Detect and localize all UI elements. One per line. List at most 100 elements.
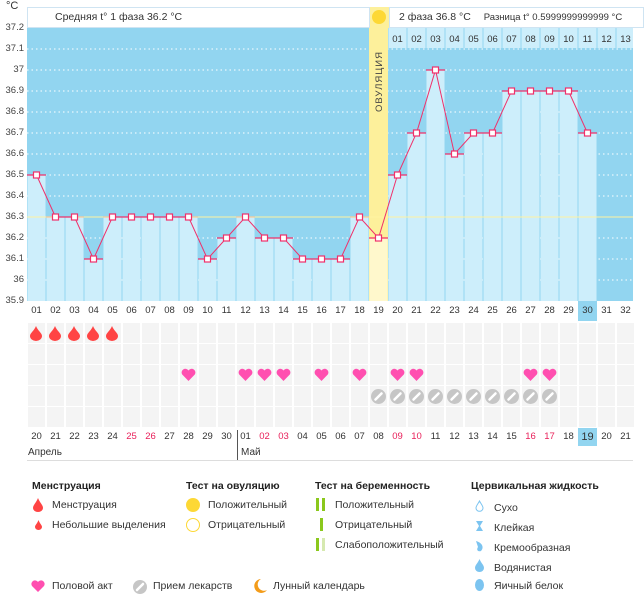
calendar-date[interactable]: 14: [487, 431, 498, 442]
temperature-bar[interactable]: [141, 217, 160, 301]
cycle-day-label[interactable]: 04: [88, 305, 99, 316]
cycle-day-label[interactable]: 05: [107, 305, 118, 316]
temperature-point[interactable]: [184, 213, 193, 221]
temperature-point[interactable]: [317, 255, 326, 263]
symptom-cell[interactable]: [598, 323, 615, 343]
temperature-bar[interactable]: [65, 217, 84, 301]
symptom-cell[interactable]: [142, 407, 159, 427]
calendar-date[interactable]: 10: [411, 431, 422, 442]
symptom-cell[interactable]: [218, 386, 235, 406]
symptom-cell[interactable]: [142, 344, 159, 364]
symptom-cell[interactable]: [579, 323, 596, 343]
cycle-day-label[interactable]: 10: [202, 305, 213, 316]
symptom-cell[interactable]: [484, 407, 501, 427]
symptom-cell[interactable]: [313, 407, 330, 427]
temperature-point[interactable]: [507, 87, 516, 95]
symptom-cell[interactable]: [522, 407, 539, 427]
symptom-cell[interactable]: [332, 365, 349, 385]
temperature-point[interactable]: [222, 234, 231, 242]
calendar-date[interactable]: 12: [449, 431, 460, 442]
symptom-cell[interactable]: [446, 407, 463, 427]
cycle-day-label[interactable]: 24: [468, 305, 479, 316]
symptom-cell[interactable]: [332, 386, 349, 406]
temperature-point[interactable]: [241, 213, 250, 221]
symptom-cell[interactable]: [560, 323, 577, 343]
symptom-cell[interactable]: [370, 365, 387, 385]
symptom-cell[interactable]: [199, 407, 216, 427]
symptom-cell[interactable]: [484, 344, 501, 364]
symptom-cell[interactable]: [351, 407, 368, 427]
temperature-bar[interactable]: [255, 238, 274, 301]
cycle-day-label[interactable]: 01: [31, 305, 42, 316]
symptom-cell[interactable]: [503, 323, 520, 343]
symptom-cell[interactable]: [123, 323, 140, 343]
temperature-point[interactable]: [469, 129, 478, 137]
cycle-day-label[interactable]: 19: [373, 305, 384, 316]
temperature-bar[interactable]: [293, 259, 312, 301]
cycle-day-label[interactable]: 11: [221, 305, 232, 316]
symptom-cell[interactable]: [199, 323, 216, 343]
calendar-date[interactable]: 11: [430, 431, 441, 442]
temperature-point[interactable]: [165, 213, 174, 221]
temperature-bar[interactable]: [502, 91, 521, 301]
symptom-cell[interactable]: [408, 407, 425, 427]
symptom-cell[interactable]: [218, 344, 235, 364]
symptom-cell[interactable]: [256, 323, 273, 343]
temperature-bar[interactable]: [160, 217, 179, 301]
cycle-day-label[interactable]: 15: [297, 305, 308, 316]
symptom-cell[interactable]: [104, 365, 121, 385]
symptom-cell[interactable]: [85, 407, 102, 427]
symptom-cell[interactable]: [275, 386, 292, 406]
temperature-bar[interactable]: [217, 238, 236, 301]
temperature-point[interactable]: [393, 171, 402, 179]
calendar-date[interactable]: 20: [601, 431, 612, 442]
symptom-cell[interactable]: [47, 386, 64, 406]
temperature-bar[interactable]: [274, 238, 293, 301]
symptom-cell[interactable]: [560, 386, 577, 406]
symptom-cell[interactable]: [237, 386, 254, 406]
cycle-day-label[interactable]: 07: [145, 305, 156, 316]
symptom-cell[interactable]: [617, 323, 634, 343]
symptom-cell[interactable]: [142, 386, 159, 406]
symptom-cell[interactable]: [617, 365, 634, 385]
symptom-cell[interactable]: [313, 344, 330, 364]
cycle-day-label[interactable]: 13: [259, 305, 270, 316]
symptom-cell[interactable]: [275, 323, 292, 343]
symptom-cell[interactable]: [47, 344, 64, 364]
temperature-bar[interactable]: [312, 259, 331, 301]
symptom-cell[interactable]: [541, 407, 558, 427]
cycle-day-label[interactable]: 30: [578, 301, 597, 321]
cycle-day-label[interactable]: 25: [487, 305, 498, 316]
symptom-cell[interactable]: [28, 407, 45, 427]
symptom-cell[interactable]: [47, 365, 64, 385]
cycle-day-label[interactable]: 12: [240, 305, 251, 316]
symptom-cell[interactable]: [294, 386, 311, 406]
symptom-cell[interactable]: [617, 386, 634, 406]
symptom-cell[interactable]: [351, 344, 368, 364]
symptom-cell[interactable]: [351, 323, 368, 343]
cycle-day-label[interactable]: 23: [449, 305, 460, 316]
symptom-cell[interactable]: [503, 365, 520, 385]
symptom-cell[interactable]: [389, 344, 406, 364]
calendar-date[interactable]: 01: [240, 431, 251, 442]
symptom-cell[interactable]: [294, 365, 311, 385]
cycle-day-label[interactable]: 21: [411, 305, 422, 316]
temperature-bar[interactable]: [27, 175, 46, 301]
temperature-bar[interactable]: [521, 91, 540, 301]
symptom-cell[interactable]: [446, 365, 463, 385]
temperature-point[interactable]: [336, 255, 345, 263]
symptom-cell[interactable]: [85, 386, 102, 406]
symptom-cell[interactable]: [389, 407, 406, 427]
symptom-cell[interactable]: [408, 344, 425, 364]
symptom-cell[interactable]: [617, 344, 634, 364]
temperature-point[interactable]: [70, 213, 79, 221]
symptom-cell[interactable]: [104, 407, 121, 427]
symptom-cell[interactable]: [199, 344, 216, 364]
symptom-cell[interactable]: [617, 407, 634, 427]
temperature-point[interactable]: [298, 255, 307, 263]
cycle-day-label[interactable]: 02: [50, 305, 61, 316]
temperature-bar[interactable]: [350, 217, 369, 301]
symptom-cell[interactable]: [484, 323, 501, 343]
cycle-day-label[interactable]: 32: [620, 305, 631, 316]
temperature-point[interactable]: [108, 213, 117, 221]
